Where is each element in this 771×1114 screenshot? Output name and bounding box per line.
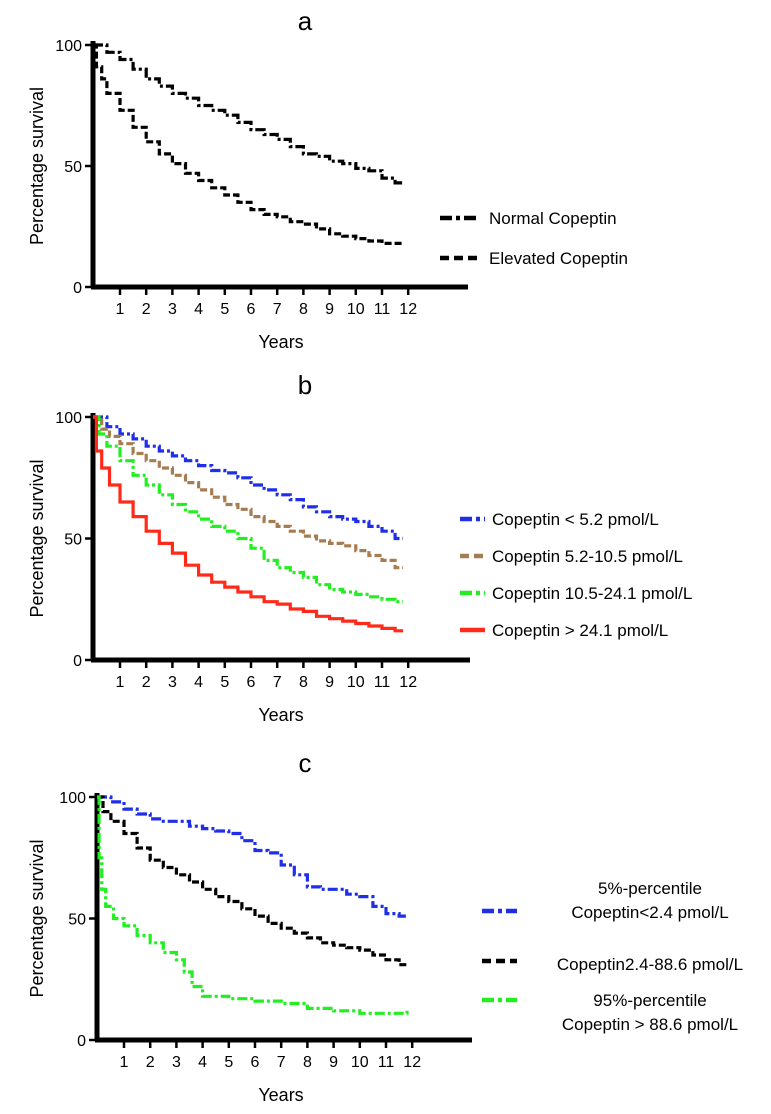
x-tick-label: 7 [273, 674, 282, 691]
x-tick-label: 12 [399, 674, 417, 691]
legend-label: Normal Copeptin [489, 209, 617, 228]
x-tick-label: 5 [220, 674, 229, 691]
y-tick-label: 100 [55, 38, 82, 55]
x-tick-label: 1 [116, 301, 125, 318]
x-tick-label: 7 [277, 1054, 286, 1071]
legend-label: 95%-percentile [593, 991, 706, 1010]
survival-curve-2 [93, 43, 403, 245]
x-tick-label: 12 [403, 1054, 421, 1071]
x-tick-label: 2 [142, 674, 151, 691]
survival-curve-4 [93, 415, 403, 633]
x-tick-label: 4 [194, 301, 203, 318]
x-tick-label: 7 [273, 301, 282, 318]
legend-label: Copeptin > 24.1 pmol/L [492, 621, 668, 640]
x-tick-label: 3 [168, 674, 177, 691]
x-tick-label: 4 [198, 1054, 207, 1071]
y-axis-label: Percentage survival [27, 839, 47, 997]
y-tick-label: 100 [59, 790, 86, 807]
x-tick-label: 5 [220, 301, 229, 318]
survival-curve-2 [93, 415, 403, 570]
x-tick-label: 1 [116, 674, 125, 691]
survival-curve-3 [93, 415, 403, 604]
y-tick-label: 0 [73, 280, 82, 297]
y-tick-label: 50 [64, 532, 82, 549]
x-tick-label: 4 [194, 674, 203, 691]
y-tick-label: 50 [64, 159, 82, 176]
legend-label: Copeptin < 5.2 pmol/L [492, 510, 659, 529]
x-tick-label: 9 [325, 674, 334, 691]
x-tick-label: 8 [299, 301, 308, 318]
y-axis-label: Percentage survival [27, 87, 47, 245]
x-tick-label: 8 [299, 674, 308, 691]
survival-curve-1 [97, 795, 407, 918]
x-tick-label: 11 [378, 1054, 395, 1071]
x-tick-label: 11 [374, 301, 391, 318]
x-tick-label: 2 [146, 1054, 155, 1071]
x-tick-label: 9 [325, 301, 334, 318]
x-tick-label: 10 [347, 674, 365, 691]
x-axis-label: Years [258, 332, 303, 352]
y-tick-label: 50 [68, 912, 86, 929]
y-tick-label: 0 [77, 1033, 86, 1050]
legend-label: 5%-percentile [598, 879, 702, 898]
y-tick-label: 100 [55, 410, 82, 427]
x-tick-label: 6 [251, 1054, 260, 1071]
legend-label: Copeptin 5.2-10.5 pmol/L [492, 547, 683, 566]
survival-curve-1 [93, 415, 403, 541]
x-tick-label: 6 [247, 301, 256, 318]
survival-curve-1 [93, 43, 403, 185]
x-tick-label: 10 [347, 301, 365, 318]
panel-label: c [299, 748, 312, 778]
x-tick-label: 2 [142, 301, 151, 318]
x-tick-label: 8 [303, 1054, 312, 1071]
panel-label: b [298, 370, 312, 400]
survival-curve-2 [97, 795, 407, 967]
legend-label: Copeptin<2.4 pmol/L [571, 903, 728, 922]
x-axis-label: Years [258, 1085, 303, 1105]
survival-curve-3 [97, 795, 409, 1015]
x-tick-label: 9 [329, 1054, 338, 1071]
x-tick-label: 10 [351, 1054, 369, 1071]
legend-label: Copeptin2.4-88.6 pmol/L [557, 955, 743, 974]
x-tick-label: 1 [120, 1054, 129, 1071]
panel-label: a [298, 6, 313, 36]
x-tick-label: 12 [399, 301, 417, 318]
y-tick-label: 0 [73, 653, 82, 670]
x-tick-label: 6 [247, 674, 256, 691]
x-tick-label: 5 [224, 1054, 233, 1071]
y-axis-label: Percentage survival [27, 459, 47, 617]
x-tick-label: 3 [168, 301, 177, 318]
legend-label: Copeptin > 88.6 pmol/L [562, 1015, 738, 1034]
legend-label: Copeptin 10.5-24.1 pmol/L [492, 584, 692, 603]
x-tick-label: 3 [172, 1054, 181, 1071]
x-axis-label: Years [258, 705, 303, 725]
legend-label: Elevated Copeptin [489, 249, 628, 268]
x-tick-label: 11 [374, 674, 391, 691]
